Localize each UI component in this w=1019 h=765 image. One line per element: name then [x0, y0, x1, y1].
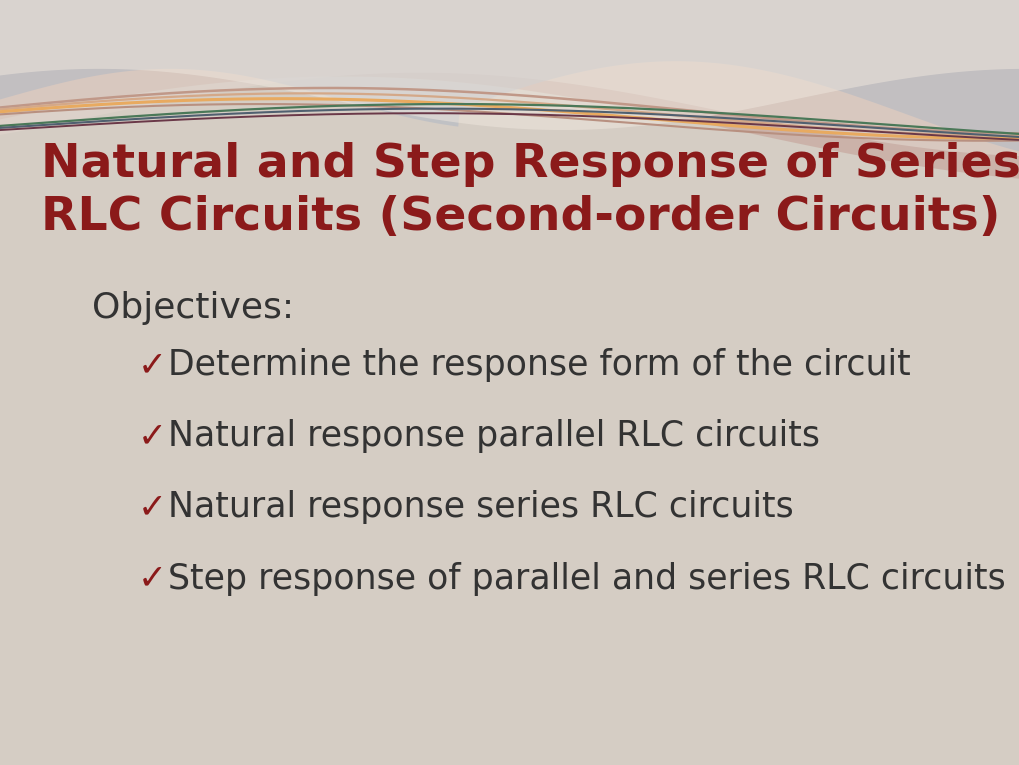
Text: ✓: ✓	[138, 419, 167, 453]
Text: ✓: ✓	[138, 562, 167, 595]
Polygon shape	[0, 0, 1019, 179]
Polygon shape	[0, 0, 1019, 151]
Text: RLC Circuits (Second-order Circuits): RLC Circuits (Second-order Circuits)	[41, 195, 1000, 240]
Text: Objectives:: Objectives:	[92, 291, 293, 324]
Polygon shape	[0, 0, 1019, 156]
Text: Natural and Step Response of Series & Parallel: Natural and Step Response of Series & Pa…	[41, 142, 1019, 187]
Polygon shape	[0, 0, 1019, 130]
Text: Step response of parallel and series RLC circuits: Step response of parallel and series RLC…	[168, 562, 1005, 595]
Text: ✓: ✓	[138, 348, 167, 382]
Text: Natural response parallel RLC circuits: Natural response parallel RLC circuits	[168, 419, 819, 453]
Text: ✓: ✓	[138, 490, 167, 524]
Text: Natural response series RLC circuits: Natural response series RLC circuits	[168, 490, 793, 524]
Text: Determine the response form of the circuit: Determine the response form of the circu…	[168, 348, 910, 382]
